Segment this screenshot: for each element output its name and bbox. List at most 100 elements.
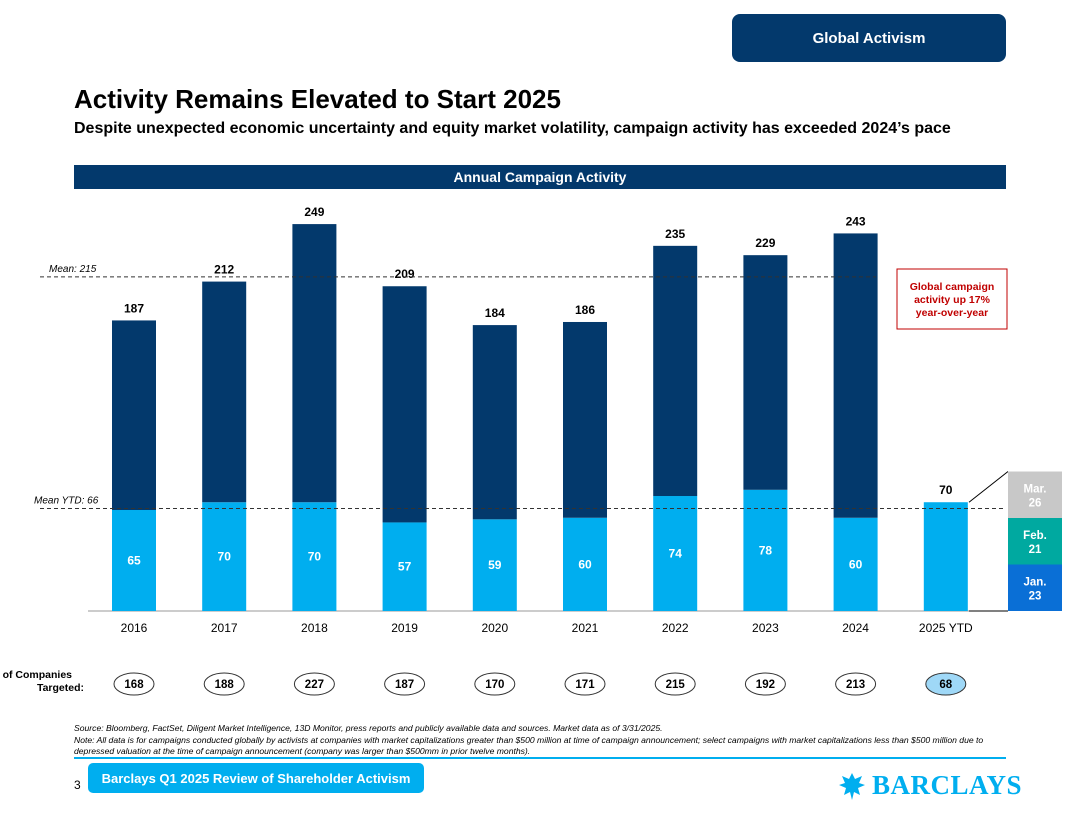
bar-ytd-9: [923, 502, 968, 611]
companies-value-5: 171: [575, 679, 595, 691]
total-label-3: 209: [395, 267, 415, 281]
bar-rest-7: [743, 255, 788, 490]
x-tick-label-7: 2023: [752, 621, 779, 635]
page-subtitle: Despite unexpected economic uncertainty …: [74, 120, 951, 137]
companies-value-8: 213: [846, 679, 865, 691]
page-title: Activity Remains Elevated to Start 2025: [74, 84, 561, 114]
breakdown-connector-top: [968, 471, 1009, 503]
x-tick-label-5: 2021: [572, 621, 599, 635]
companies-ellipse-0: [113, 672, 155, 696]
ytd-label-7: 78: [759, 543, 773, 557]
callout-line-0: Global campaign: [910, 281, 995, 293]
companies-value-2: 227: [305, 679, 324, 691]
total-label-4: 184: [485, 306, 505, 320]
chart-banner: Annual Campaign Activity: [74, 165, 1006, 189]
ytd-label-2: 70: [308, 550, 322, 564]
breakdown-month-2: Mar.: [1023, 484, 1046, 496]
bar-rest-6: [653, 245, 698, 497]
callout-box: [896, 268, 1008, 330]
companies-ellipse-8: [835, 672, 877, 696]
breakdown-month-1: Feb.: [1023, 530, 1047, 542]
x-tick-label-4: 2020: [481, 621, 508, 635]
companies-label-line2: Targeted:: [37, 682, 84, 694]
ytd-label-8: 60: [849, 557, 863, 571]
bar-ytd-0: [112, 510, 156, 611]
total-label-5: 186: [575, 303, 595, 317]
barclays-logo: BARCLAYS: [838, 770, 1022, 801]
companies-ellipse-6: [654, 672, 696, 696]
breakdown-segment-2: [1008, 471, 1062, 518]
callout-line-1: activity up 17%: [914, 294, 991, 306]
callout-line-2: year-over-year: [916, 307, 988, 319]
companies-ellipse-2: [293, 672, 335, 696]
methodology-note: Note: All data is for campaigns conducte…: [74, 734, 984, 757]
companies-value-1: 188: [215, 679, 235, 691]
breakdown-value-1: 21: [1029, 544, 1042, 556]
bar-ytd-8: [833, 517, 878, 611]
ytd-label-3: 57: [398, 560, 412, 574]
bar-rest-2: [292, 224, 337, 503]
reference-label-0: Mean: 215: [49, 264, 97, 275]
ytd-label-5: 60: [578, 557, 592, 571]
total-label-2: 249: [304, 205, 324, 219]
total-label-9: 70: [939, 483, 953, 497]
section-tag: Global Activism: [732, 14, 1006, 62]
x-tick-label-6: 2022: [662, 621, 689, 635]
bar-ytd-6: [653, 496, 698, 611]
total-label-6: 235: [665, 227, 685, 241]
ytd-label-1: 70: [218, 550, 232, 564]
bar-rest-1: [202, 281, 247, 503]
bar-ytd-4: [472, 519, 517, 611]
bar-rest-5: [563, 321, 607, 518]
x-tick-label-9: 2025 YTD: [919, 621, 973, 635]
total-label-1: 212: [214, 263, 234, 277]
companies-label-line1: # of Companies: [0, 669, 72, 681]
x-tick-label-1: 2017: [211, 621, 238, 635]
companies-value-3: 187: [395, 679, 414, 691]
breakdown-segment-1: [1008, 518, 1062, 565]
ytd-label-4: 59: [488, 558, 502, 572]
reference-label-1: Mean YTD: 66: [34, 495, 99, 506]
bar-ytd-1: [202, 502, 247, 611]
breakdown-value-0: 23: [1029, 591, 1042, 603]
bar-rest-8: [833, 233, 878, 518]
ytd-label-6: 74: [669, 547, 683, 561]
ytd-label-0: 65: [127, 554, 141, 568]
bar-rest-3: [382, 286, 427, 523]
bar-ytd-7: [743, 489, 788, 611]
x-tick-label-3: 2019: [391, 621, 418, 635]
companies-value-9: 68: [939, 679, 952, 691]
x-tick-label-2: 2018: [301, 621, 328, 635]
logo-wordmark: BARCLAYS: [872, 770, 1023, 800]
total-label-7: 229: [755, 236, 775, 250]
companies-ellipse-9: [925, 672, 967, 696]
footer-divider: [74, 757, 1006, 759]
total-label-0: 187: [124, 301, 144, 315]
bar-ytd-5: [563, 517, 607, 611]
companies-ellipse-1: [203, 672, 245, 696]
report-title-tag: Barclays Q1 2025 Review of Shareholder A…: [88, 763, 424, 793]
x-tick-label-0: 2016: [121, 621, 148, 635]
bar-ytd-3: [382, 522, 427, 611]
page-number: 3: [74, 778, 81, 792]
total-label-8: 243: [846, 214, 866, 228]
companies-value-7: 192: [756, 679, 775, 691]
eagle-icon: [839, 772, 865, 800]
companies-value-4: 170: [485, 679, 504, 691]
companies-ellipse-3: [384, 672, 426, 696]
breakdown-month-0: Jan.: [1023, 577, 1046, 589]
bar-ytd-2: [292, 502, 337, 611]
breakdown-segment-0: [1008, 564, 1062, 611]
companies-value-0: 168: [124, 679, 144, 691]
bar-rest-4: [472, 325, 517, 520]
companies-ellipse-5: [564, 672, 606, 696]
bar-rest-0: [112, 320, 156, 510]
footnotes: Source: Bloomberg, FactSet, Diligent Mar…: [74, 723, 1014, 758]
companies-value-6: 215: [666, 679, 686, 691]
x-tick-label-8: 2024: [842, 621, 869, 635]
companies-ellipse-7: [744, 672, 786, 696]
companies-ellipse-4: [474, 672, 516, 696]
source-note: Source: Bloomberg, FactSet, Diligent Mar…: [74, 723, 663, 733]
breakdown-value-2: 26: [1029, 498, 1042, 510]
campaign-activity-chart: 187 65 2016 168 212 70 2017 188 249 70 2018 227 209 5…: [0, 205, 1062, 696]
